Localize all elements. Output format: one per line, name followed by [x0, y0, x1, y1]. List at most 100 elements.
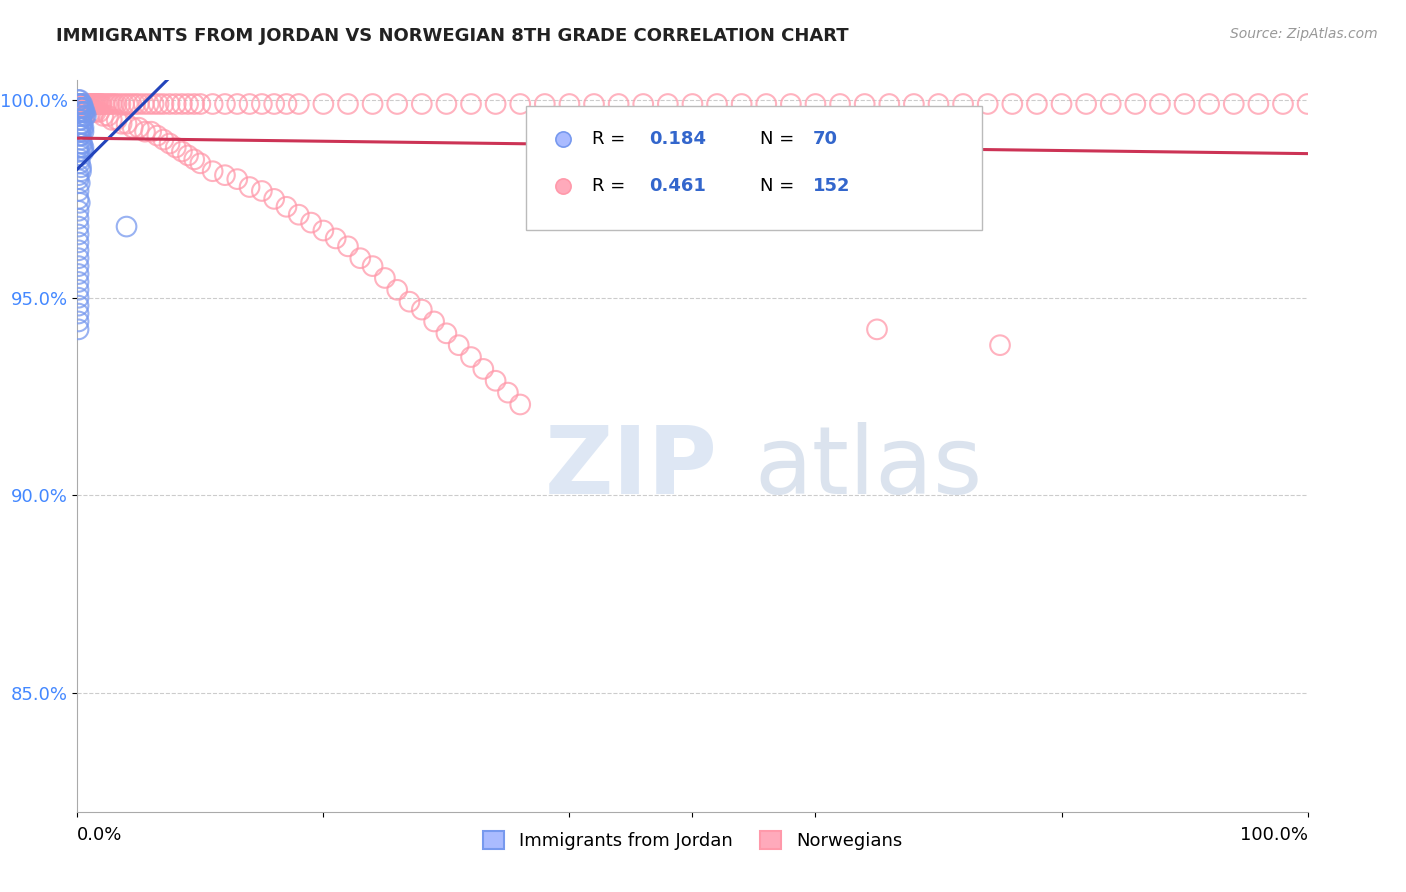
- Point: [1272, 97, 1295, 112]
- Point: [69, 93, 91, 107]
- Point: [485, 97, 508, 112]
- Point: [70, 140, 93, 154]
- Point: [361, 97, 384, 112]
- Point: [188, 156, 212, 170]
- Point: [67, 192, 90, 206]
- Point: [79, 97, 101, 112]
- Point: [70, 164, 93, 178]
- Point: [69, 153, 91, 167]
- Point: [67, 211, 90, 226]
- Point: [226, 97, 249, 112]
- Point: [98, 97, 121, 112]
- Point: [70, 101, 93, 115]
- Point: [117, 97, 139, 112]
- Point: [558, 97, 581, 112]
- Point: [349, 251, 371, 265]
- Point: [84, 104, 107, 119]
- Point: [866, 322, 889, 336]
- Point: [82, 104, 104, 119]
- Point: [423, 314, 446, 328]
- Point: [69, 125, 91, 139]
- Text: 152: 152: [813, 178, 851, 195]
- Point: [69, 195, 91, 210]
- Text: R =: R =: [592, 178, 630, 195]
- Point: [70, 132, 93, 146]
- Point: [75, 97, 97, 112]
- Point: [72, 104, 94, 119]
- Point: [70, 117, 93, 131]
- Point: [70, 117, 93, 131]
- Point: [128, 97, 150, 112]
- Point: [112, 97, 135, 112]
- Point: [105, 97, 128, 112]
- FancyBboxPatch shape: [526, 106, 981, 230]
- Point: [141, 125, 163, 139]
- Point: [82, 97, 104, 112]
- Point: [67, 267, 90, 281]
- Text: R =: R =: [592, 130, 630, 148]
- Point: [72, 125, 94, 139]
- Point: [67, 235, 90, 250]
- Point: [239, 97, 262, 112]
- Point: [534, 97, 557, 112]
- Point: [67, 314, 90, 328]
- Point: [70, 101, 93, 115]
- Point: [312, 97, 335, 112]
- Point: [69, 97, 91, 112]
- Point: [86, 97, 108, 112]
- Point: [1149, 97, 1171, 112]
- Point: [70, 97, 93, 112]
- Text: N =: N =: [761, 130, 800, 148]
- Point: [853, 97, 876, 112]
- Text: 0.461: 0.461: [650, 178, 706, 195]
- Point: [70, 97, 93, 112]
- Point: [73, 97, 96, 112]
- Point: [69, 112, 91, 127]
- Point: [299, 216, 322, 230]
- Point: [804, 97, 827, 112]
- Point: [67, 168, 90, 182]
- Text: IMMIGRANTS FROM JORDAN VS NORWEGIAN 8TH GRADE CORRELATION CHART: IMMIGRANTS FROM JORDAN VS NORWEGIAN 8TH …: [56, 27, 849, 45]
- Point: [1125, 97, 1147, 112]
- Text: 70: 70: [813, 130, 838, 148]
- Point: [70, 101, 93, 115]
- Point: [70, 136, 93, 151]
- Point: [201, 97, 224, 112]
- Point: [67, 145, 90, 159]
- Point: [146, 128, 169, 143]
- Point: [69, 128, 91, 143]
- Point: [509, 97, 531, 112]
- Point: [152, 132, 174, 146]
- Point: [67, 227, 90, 242]
- Point: [988, 338, 1011, 352]
- Point: [177, 97, 200, 112]
- Point: [75, 101, 97, 115]
- Point: [159, 136, 181, 151]
- Point: [312, 223, 335, 237]
- Point: [69, 109, 91, 123]
- Point: [165, 140, 187, 154]
- Point: [830, 97, 852, 112]
- Point: [553, 666, 575, 681]
- Point: [69, 97, 91, 112]
- Point: [110, 97, 132, 112]
- Point: [72, 145, 94, 159]
- Point: [128, 120, 150, 135]
- Point: [1247, 97, 1270, 112]
- Point: [1076, 97, 1098, 112]
- Point: [80, 104, 103, 119]
- Point: [72, 101, 94, 115]
- Point: [447, 338, 470, 352]
- Point: [460, 350, 482, 364]
- Point: [177, 148, 200, 162]
- Point: [67, 203, 90, 218]
- Point: [1099, 97, 1122, 112]
- Point: [72, 97, 94, 112]
- Point: [72, 101, 94, 115]
- Point: [276, 97, 298, 112]
- Point: [682, 97, 704, 112]
- Point: [633, 97, 655, 112]
- Point: [69, 176, 91, 190]
- Point: [89, 97, 111, 112]
- Text: 0.0%: 0.0%: [77, 826, 122, 845]
